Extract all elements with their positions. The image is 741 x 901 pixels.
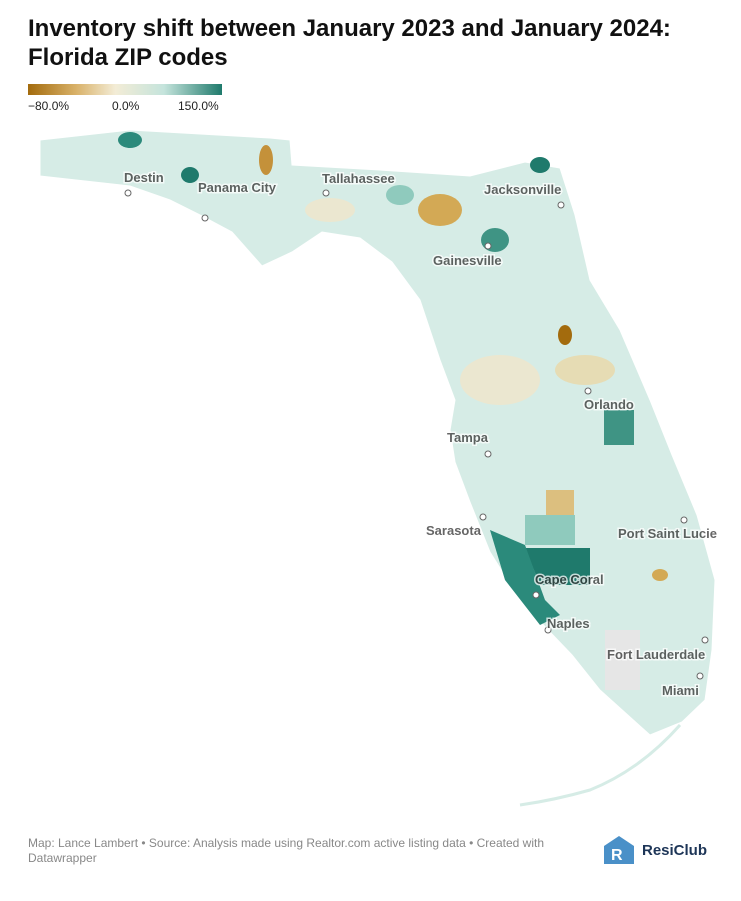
zip-area <box>525 548 590 585</box>
city-label: Tallahassee <box>322 171 395 186</box>
city-dot <box>201 214 209 222</box>
city-label: Gainesville <box>433 253 502 268</box>
city-dot <box>322 189 330 197</box>
zip-area <box>525 515 575 545</box>
city-label: Destin <box>124 170 164 185</box>
svg-text:R: R <box>611 847 623 864</box>
zip-area <box>604 410 634 445</box>
legend-label: 150.0% <box>178 99 219 113</box>
zip-area <box>386 185 414 205</box>
city-dot <box>532 591 540 599</box>
city-label: Jacksonville <box>484 182 561 197</box>
city-label: Fort Lauderdale <box>607 647 705 662</box>
zip-area <box>118 132 142 148</box>
logo-text: ResiClub <box>642 841 708 859</box>
city-dot <box>484 450 492 458</box>
zip-area <box>259 145 273 175</box>
logo: R ResiClub <box>602 834 707 866</box>
map: Destin Panama City Tallahassee Jacksonvi… <box>39 129 719 807</box>
zip-area <box>481 228 509 252</box>
legend-color-bar <box>28 84 222 95</box>
city-label: Sarasota <box>426 523 482 538</box>
legend-label: 0.0% <box>112 99 140 113</box>
city-dot <box>544 626 552 634</box>
zip-area <box>605 630 640 690</box>
zip-area <box>490 530 560 625</box>
keys <box>519 724 682 807</box>
city-label: Orlando <box>584 397 634 412</box>
city-dot <box>479 513 487 521</box>
city-labels: Destin Panama City Tallahassee Jacksonvi… <box>123 169 719 700</box>
legend: −80.0% 0.0% 150.0% <box>28 84 228 113</box>
city-dot <box>557 201 565 209</box>
zip-area <box>652 569 668 581</box>
footer: Map: Lance Lambert • Source: Analysis ma… <box>28 836 544 865</box>
city-label: Miami <box>662 683 699 698</box>
city-label: Port Saint Lucie <box>618 526 717 541</box>
city-dot <box>124 189 132 197</box>
city-label: Naples <box>547 616 590 631</box>
zip-patches <box>118 132 668 690</box>
zip-area <box>460 355 540 405</box>
city-label: Cape Coral <box>535 572 604 587</box>
zip-area <box>181 167 199 183</box>
zip-area <box>546 490 574 518</box>
city-dot <box>701 636 709 644</box>
zip-area <box>555 355 615 385</box>
logo-icon: R <box>604 836 634 864</box>
city-dot <box>696 672 704 680</box>
zip-area <box>530 157 550 173</box>
city-dot <box>680 516 688 524</box>
city-dot <box>484 242 492 250</box>
city-dot <box>584 387 592 395</box>
legend-label: −80.0% <box>28 99 70 113</box>
city-label: Tampa <box>447 430 489 445</box>
city-label: Panama City <box>198 180 277 195</box>
zip-area <box>305 198 355 222</box>
city-markers <box>124 189 709 680</box>
title: Inventory shift between January 2023 and… <box>28 15 671 71</box>
zip-area <box>558 325 572 345</box>
zip-area <box>418 194 462 226</box>
